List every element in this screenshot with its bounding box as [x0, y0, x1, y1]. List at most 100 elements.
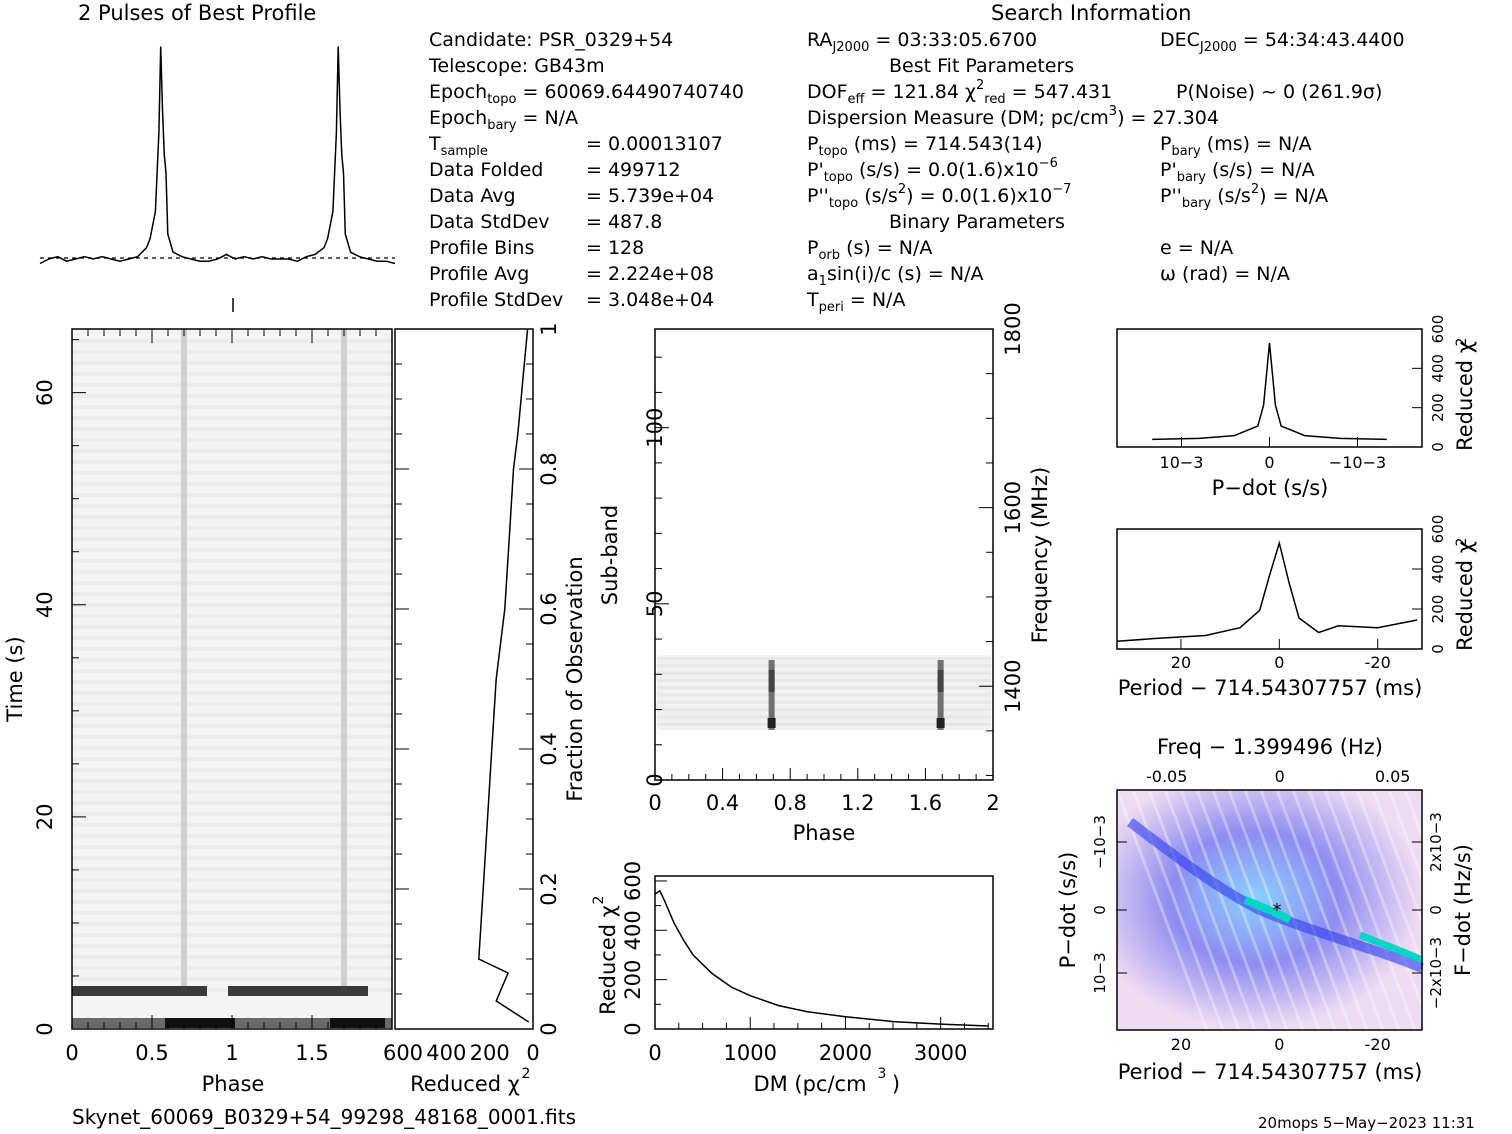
dm-ylabel-sup: 2 [591, 896, 607, 905]
data-folded-label: Data Folded [429, 159, 544, 181]
ppd-peak [1243, 896, 1292, 924]
dm-value: ) = 27.304 [1117, 107, 1219, 129]
time-phase-row [72, 592, 392, 596]
subband-row [657, 715, 991, 719]
pdot-ytick-label: 200 [1429, 393, 1447, 422]
time-phase-band [72, 986, 207, 996]
ppd-streak [1147, 789, 1241, 1031]
pdot-ytick-label: 600 [1429, 315, 1447, 344]
time-phase-row [72, 911, 392, 915]
time-phase-pulse [341, 329, 347, 989]
ppd-streak [1275, 789, 1369, 1031]
time-phase-ylabel: Time (s) [3, 636, 27, 722]
pdot-ylabel-sup: 2 [1454, 338, 1470, 347]
time-phase-band [228, 986, 368, 996]
time-phase-xtick-label: 0 [65, 1041, 78, 1065]
pdot-xtick-label: −10−3 [1329, 453, 1386, 472]
subband-xlabel: Phase [793, 821, 856, 845]
pdtopo-value: (s/s) = 0.0(1.6)x10 [859, 159, 1039, 181]
time-phase-row [72, 658, 392, 662]
time-phase-row [72, 416, 392, 420]
time-phase-row [72, 746, 392, 750]
pddbary-value: ) = N/A [1259, 185, 1329, 207]
period-ytick-label: 600 [1429, 515, 1447, 544]
dm-xlabel-close: ) [892, 1072, 900, 1096]
pddbary-unit: (s/s [1217, 185, 1251, 207]
period-ylabel: Reduced χ [1453, 541, 1477, 651]
time-phase-row [72, 845, 392, 849]
subband-pulse-core [936, 718, 945, 728]
pddtopo-line: P''topo (s/s2) = 0.0(1.6)x10−7 [807, 182, 1072, 211]
period-ytick-label: 200 [1429, 595, 1447, 624]
subband-row [657, 722, 991, 726]
dof-value: = 121.84 [870, 81, 959, 103]
profile-bins-label: Profile Bins [429, 237, 535, 259]
epoch-topo-value: = 60069.64490740740 [522, 81, 744, 103]
chi-time-frame [394, 328, 534, 1030]
tperi-value: = N/A [849, 289, 906, 311]
dm-ytick-label: 200 [621, 960, 645, 1000]
profile-title: 2 Pulses of Best Profile [78, 1, 317, 25]
time-phase-row [72, 735, 392, 739]
dm-ytick-label: 400 [621, 910, 645, 950]
time-phase-row [72, 900, 392, 904]
pdot-ylabel: Reduced χ [1453, 341, 1477, 451]
epoch-bary-value: = N/A [522, 107, 579, 129]
ppd-ytick-label: −10−3 [1091, 815, 1109, 869]
time-phase-row [72, 515, 392, 519]
subband-y2tick-label: 1400 [1001, 660, 1025, 713]
time-phase-row [72, 427, 392, 431]
time-phase-row [72, 603, 392, 607]
dof-line: DOFeff = 121.84 χ2red = 547.431 [807, 78, 1113, 107]
data-avg-value: = 5.739e+04 [586, 185, 715, 207]
time-phase-row [72, 801, 392, 805]
ppd-streak [1419, 789, 1512, 1031]
time-phase-row [72, 405, 392, 409]
time-phase-xlabel: Phase [202, 1072, 265, 1096]
time-phase-row [72, 636, 392, 640]
subband-y2tick-label: 1800 [1001, 302, 1025, 355]
time-phase-row [72, 702, 392, 706]
time-phase-row [72, 559, 392, 563]
epoch-topo-line: Epochtopo = 60069.64490740740 [429, 81, 744, 107]
subband-xtick-label: 1.6 [909, 791, 942, 815]
chi-time-ytick-label: 0.8 [537, 452, 561, 485]
time-phase-row [72, 966, 392, 970]
chi-time-line [478, 328, 530, 1023]
subband-xtick-label: 1.2 [841, 791, 874, 815]
ra-line: RAJ2000 = 03:33:05.6700 [807, 29, 1038, 55]
subband-pulse [937, 660, 944, 730]
time-phase-row [72, 878, 392, 882]
chi-time-xtick-label: 0 [526, 1041, 539, 1065]
time-phase-band [330, 1018, 385, 1028]
profile-avg-label: Profile Avg [429, 263, 530, 285]
time-phase-row [72, 889, 392, 893]
time-phase-row [72, 955, 392, 959]
dm-ylabel: Reduced χ [596, 905, 620, 1015]
time-phase-row [72, 713, 392, 717]
time-phase-xtick-label: 0.5 [135, 1041, 168, 1065]
profile-avg-value: = 2.224e+08 [586, 263, 715, 285]
time-phase-row [72, 922, 392, 926]
chi-time-xtick-label: 400 [426, 1041, 466, 1065]
data-folded-value: = 499712 [586, 159, 681, 181]
subband-pulse-core [768, 670, 775, 692]
ppd-y2tick-label: 2x10−3 [1427, 812, 1445, 872]
telescope-line: Telescope: GB43m [429, 55, 605, 77]
time-phase-row [72, 834, 392, 838]
pddtopo-unit: (s/s [864, 185, 898, 207]
ppd-peak [1358, 931, 1424, 964]
tsample-label: Tsample [429, 133, 488, 159]
time-phase-row [72, 680, 392, 684]
subband-y2label: Frequency (MHz) [1028, 467, 1052, 643]
ppd-x2tick-label: -0.05 [1146, 767, 1187, 786]
subband-row [657, 657, 991, 660]
ppd-streak [1291, 789, 1385, 1031]
pnoise-line: P(Noise) ~ 0 (261.9σ) [1176, 81, 1383, 103]
dm-xtick-label: 3000 [914, 1041, 967, 1065]
pddbary-line: P''bary (s/s2) = N/A [1160, 182, 1329, 211]
dm-line [654, 889, 989, 1027]
subband-ylabel: Sub-band [598, 505, 622, 605]
time-phase-row [72, 526, 392, 530]
subband-xtick-label: 0.8 [773, 791, 806, 815]
